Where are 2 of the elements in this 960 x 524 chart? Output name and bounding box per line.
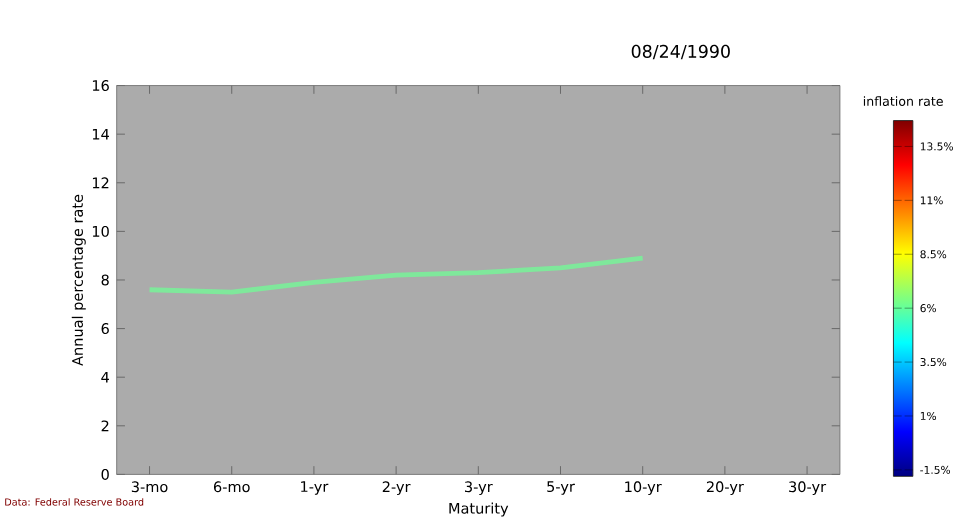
line-series [147,255,646,295]
chart-title: 08/24/1990 [631,44,730,59]
